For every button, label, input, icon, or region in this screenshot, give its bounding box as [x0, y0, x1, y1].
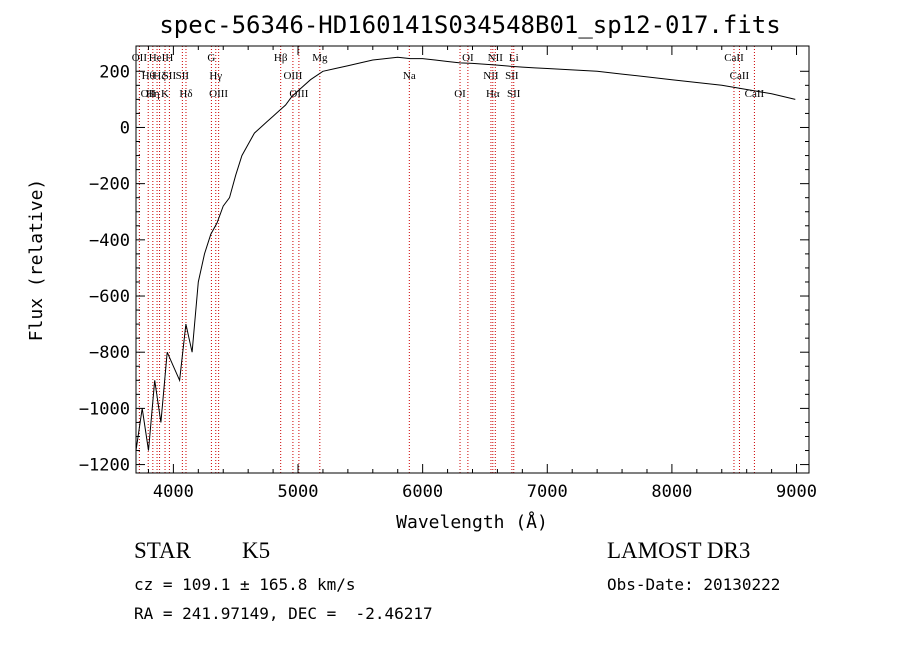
- line-label: CaII: [745, 88, 765, 100]
- x-tick-label-7000: 7000: [527, 482, 568, 502]
- line-label: K: [161, 88, 169, 100]
- line-label: Li: [509, 52, 519, 64]
- y-tick-label-0: 0: [120, 118, 130, 138]
- y-tick-label-200: 200: [99, 62, 130, 82]
- survey-label: LAMOST DR3: [607, 538, 751, 563]
- line-label: SII: [163, 70, 177, 82]
- line-label: SII: [507, 88, 521, 100]
- line-label: G: [207, 52, 215, 64]
- y-tick-label--1000: −1000: [79, 399, 130, 419]
- line-label: OI: [462, 52, 474, 64]
- line-label: Hη: [146, 88, 160, 100]
- y-axis-label: Flux (relative): [26, 179, 47, 342]
- y-tick-label--1200: −1200: [79, 456, 130, 476]
- line-label: CaII: [730, 70, 750, 82]
- line-label: NII: [488, 52, 504, 64]
- line-label: SII: [176, 70, 190, 82]
- line-label: Hδ: [179, 88, 192, 100]
- y-tick-label--400: −400: [89, 231, 130, 251]
- y-tick-label--200: −200: [89, 175, 130, 195]
- spectrum-chart: spec-56346-HD160141S034548B01_sp12-017.f…: [26, 11, 817, 533]
- line-label: OII: [132, 52, 148, 64]
- line-label: SII: [505, 70, 519, 82]
- obs-date: Obs-Date: 20130222: [607, 575, 781, 594]
- line-label: Na: [403, 70, 416, 82]
- x-tick-label-6000: 6000: [402, 482, 443, 502]
- subclass: K5: [242, 538, 271, 563]
- line-label: OIII: [209, 88, 228, 100]
- chart-title: spec-56346-HD160141S034548B01_sp12-017.f…: [159, 11, 780, 39]
- line-label: HeI: [149, 52, 166, 64]
- y-axis: −1200 −1000 −800 −600 −400 −200 0 200: [79, 62, 809, 476]
- line-label: OII: [141, 88, 157, 100]
- line-label: OIII: [283, 70, 302, 82]
- line-label: OIII: [289, 88, 308, 100]
- spectrum-line: [135, 56, 796, 451]
- y-tick-label--600: −600: [89, 287, 130, 307]
- object-class: STAR: [134, 538, 191, 563]
- x-tick-label-5000: 5000: [278, 482, 319, 502]
- line-label: Hθ: [142, 70, 155, 82]
- x-axis-label: Wavelength (Å): [396, 511, 548, 533]
- line-label: CaII: [724, 52, 744, 64]
- line-label: Hβ: [274, 52, 288, 64]
- x-axis: 4000 5000 6000 7000 8000 9000: [147, 46, 817, 502]
- x-tick-label-9000: 9000: [776, 482, 817, 502]
- redshift-text: cz = 109.1 ± 165.8 km/s: [134, 575, 356, 594]
- line-label: OI: [454, 88, 466, 100]
- x-tick-label-8000: 8000: [651, 482, 692, 502]
- line-label: Hα: [486, 88, 500, 100]
- line-label: Mg: [312, 52, 328, 64]
- line-label: H: [165, 52, 173, 64]
- line-label: NII: [483, 70, 499, 82]
- line-label: Hζ: [153, 70, 166, 82]
- x-tick-label-4000: 4000: [153, 482, 194, 502]
- y-tick-label--800: −800: [89, 343, 130, 363]
- coordinates: RA = 241.97149, DEC = -2.46217: [134, 604, 433, 623]
- plot-frame: [135, 45, 810, 474]
- line-label: Hγ: [209, 70, 222, 82]
